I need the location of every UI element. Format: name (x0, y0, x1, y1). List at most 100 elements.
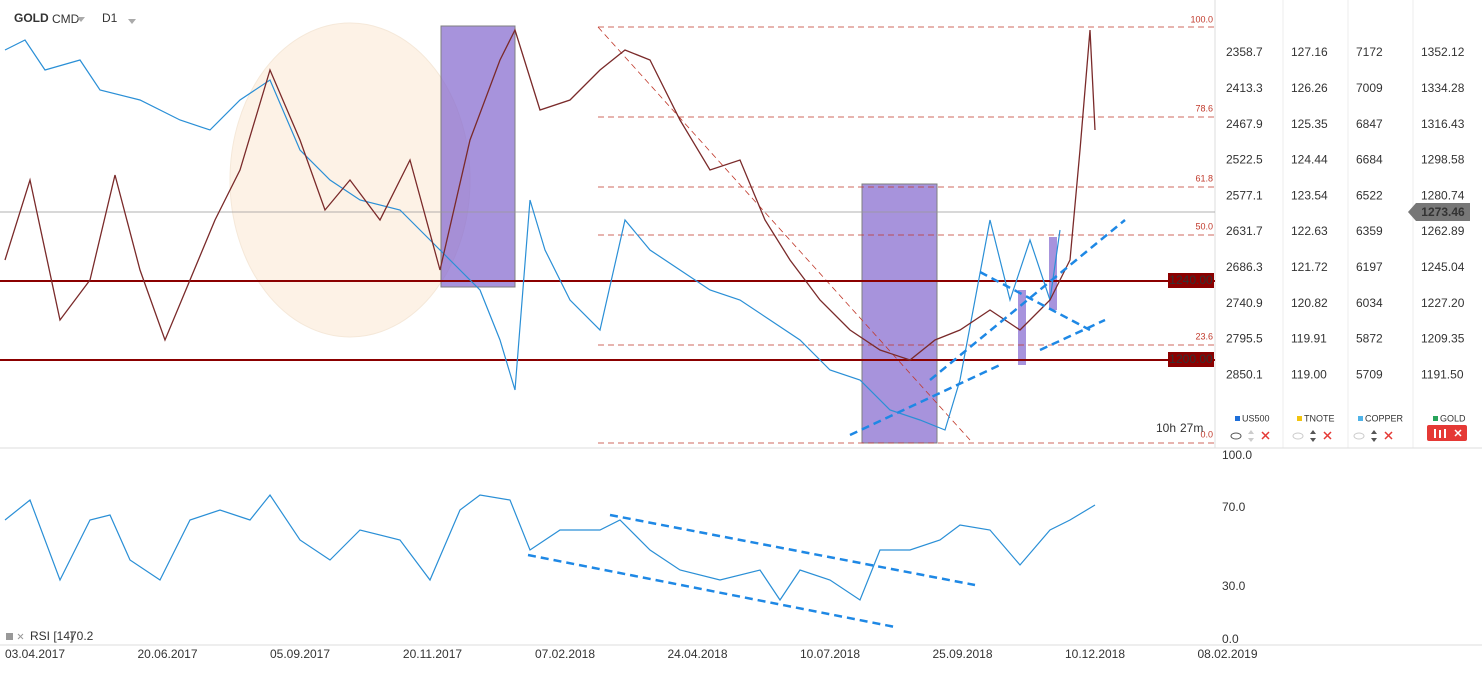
fib-label: 23.6 (1195, 331, 1213, 341)
date-label: 10.07.2018 (800, 647, 860, 661)
rsi-series (4, 493, 1096, 602)
price-axis-label: 127.16 (1291, 45, 1328, 59)
symbol-kind: CMD (52, 12, 80, 26)
legend-swatch (1358, 416, 1363, 421)
date-label: 10.12.2018 (1065, 647, 1125, 661)
price-axis-label: 1191.50 (1421, 367, 1464, 381)
eye-icon[interactable] (1292, 432, 1304, 440)
rsi-axis-label: 0.0 (1222, 632, 1239, 646)
price-axis-label: 120.82 (1291, 296, 1328, 310)
fib-label: 61.8 (1195, 173, 1213, 183)
fib-lines (597, 26, 1215, 444)
legend-swatch (1297, 416, 1302, 421)
labels: GOLD CMD D1 100.078.661.850.023.60.02358.72… (5, 11, 1466, 661)
price-axis-label: 1316.43 (1421, 117, 1465, 131)
price-axis-label: 6359 (1356, 224, 1383, 238)
price-axis-label: 1298.58 (1421, 153, 1465, 167)
highlight-box (440, 25, 516, 288)
price-axis-label: 6034 (1356, 296, 1383, 310)
price-axis-label: 124.44 (1291, 153, 1328, 167)
eye-icon[interactable] (1353, 432, 1365, 440)
price-axis-label: 7009 (1356, 81, 1383, 95)
level-label: 1200.00 (1169, 352, 1213, 366)
level-badge (1168, 352, 1214, 367)
price-axis-label: 6522 (1356, 188, 1383, 202)
price-axis-label: 1280.74 (1421, 188, 1465, 202)
level-label: 1240.00 (1169, 273, 1213, 287)
highlight-box (861, 183, 938, 444)
date-label: 24.04.2018 (667, 647, 727, 661)
date-label: 20.06.2017 (137, 647, 197, 661)
date-label: 05.09.2017 (270, 647, 330, 661)
price-axis-label: 1245.04 (1421, 260, 1465, 274)
rsi-axis-label: 70.0 (1222, 500, 1246, 514)
date-label: 25.09.2018 (932, 647, 992, 661)
rsi-value: 70.2 (70, 629, 94, 643)
remove-icon[interactable] (1454, 429, 1462, 437)
rsi-icon (6, 633, 13, 640)
level-badge (1168, 273, 1214, 288)
remove-icon[interactable] (1323, 431, 1332, 440)
date-label: 20.11.2017 (403, 647, 462, 661)
price-axis-label: 119.00 (1291, 367, 1327, 381)
remove-icon[interactable] (1384, 431, 1393, 440)
price-axis-label: 2740.9 (1226, 296, 1263, 310)
price-axis-label: 2686.3 (1226, 260, 1263, 274)
dropdown[interactable] (128, 19, 136, 24)
price-axis-label: 2413.3 (1226, 81, 1263, 95)
legend-label[interactable]: US500 (1242, 413, 1270, 423)
rsi-axis-label: 100.0 (1222, 448, 1252, 462)
dropdown[interactable] (77, 17, 85, 22)
legend-label[interactable]: COPPER (1365, 413, 1404, 423)
legend-label[interactable]: TNOTE (1304, 413, 1335, 423)
price-axis-label: 6684 (1356, 153, 1383, 167)
price-badge (1408, 203, 1470, 221)
sort-icon[interactable] (1371, 430, 1377, 442)
price-axis-label: 5872 (1356, 332, 1383, 346)
price-axis-label: 2577.1 (1226, 188, 1263, 202)
gold-series (4, 28, 1096, 361)
comparison-series (4, 39, 1061, 431)
price-axis-label: 123.54 (1291, 188, 1328, 202)
date-label: 07.02.2018 (535, 647, 595, 661)
price-axis-label: 2850.1 (1226, 367, 1263, 381)
price-axis-label: 2522.5 (1226, 153, 1263, 167)
price-axis-label: 2358.7 (1226, 45, 1263, 59)
date-label: 03.04.2017 (5, 647, 65, 661)
price-axis-label: 2631.7 (1226, 224, 1263, 238)
fib-label: 78.6 (1195, 103, 1213, 113)
price-axis-label: 1227.20 (1421, 296, 1465, 310)
rsi-axis-label: 30.0 (1222, 579, 1246, 593)
legend-swatch (1433, 416, 1438, 421)
trend-lines (527, 219, 1126, 629)
fib-label: 50.0 (1195, 221, 1213, 231)
price-axis-label: 2467.9 (1226, 117, 1263, 131)
price-axis-label: 1262.89 (1421, 224, 1465, 238)
price-axis-label: 122.63 (1291, 224, 1328, 238)
price-axis-label: 7172 (1356, 45, 1383, 59)
sort-icon[interactable] (1248, 430, 1254, 442)
candle-icon (1434, 429, 1446, 438)
timer-minutes: 27m (1180, 421, 1203, 435)
rsi-remove[interactable] (17, 633, 24, 640)
rsi-label: RSI [14] (30, 629, 73, 643)
legend-label[interactable]: GOLD (1440, 413, 1466, 423)
remove-icon[interactable] (1261, 431, 1270, 440)
price-axis-label: 5709 (1356, 367, 1383, 381)
price-axis-label: 126.26 (1291, 81, 1328, 95)
current-price: 1273.46 (1421, 205, 1465, 219)
fib-label: 0.0 (1200, 429, 1213, 439)
date-label: 08.02.2019 (1197, 647, 1257, 661)
price-axis-label: 125.35 (1291, 117, 1328, 131)
highlight-box (1049, 237, 1057, 310)
price-axis-label: 1352.12 (1421, 45, 1465, 59)
price-axis-label: 6197 (1356, 260, 1383, 274)
price-axis-label: 119.91 (1291, 332, 1327, 346)
fib-label: 100.0 (1190, 14, 1213, 24)
price-axis-label: 6847 (1356, 117, 1383, 131)
eye-icon[interactable] (1230, 432, 1242, 440)
sort-icon[interactable] (1310, 430, 1316, 442)
price-axis-label: 1334.28 (1421, 81, 1465, 95)
legend-active[interactable] (1427, 425, 1467, 441)
